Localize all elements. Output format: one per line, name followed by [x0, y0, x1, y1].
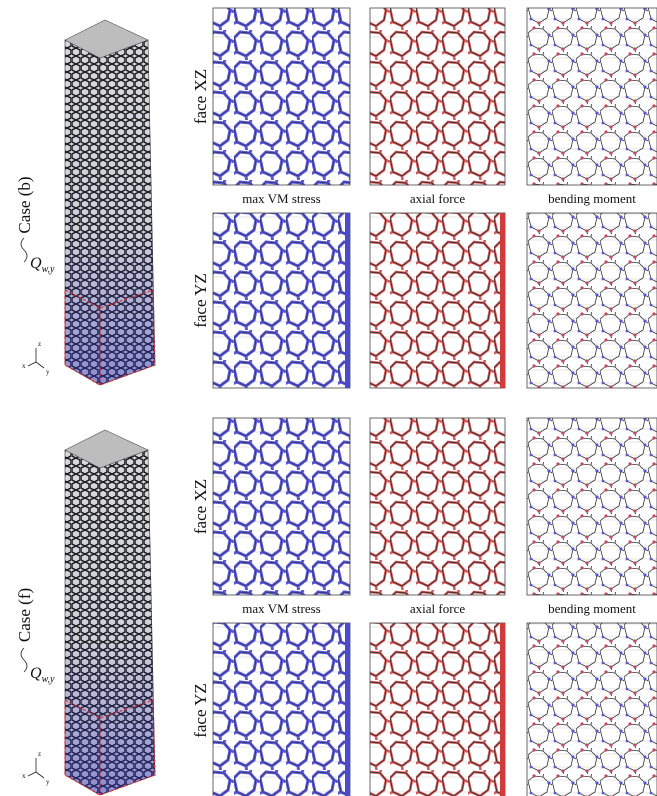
result-panel	[213, 213, 350, 388]
result-panel	[370, 623, 505, 796]
result-panel	[527, 623, 657, 796]
result-panel	[213, 418, 350, 595]
case-group: Case (b) Qw,y z x y face XZ face YZ max VM stre…	[15, 8, 657, 388]
axis-label: z	[38, 340, 41, 348]
axis-line	[36, 362, 44, 368]
result-panel	[527, 8, 657, 185]
axis-label: z	[38, 750, 41, 758]
axis-line	[36, 772, 44, 778]
face-label: face YZ	[191, 273, 210, 328]
case-label: Case (f)	[15, 588, 34, 642]
face-label: face XZ	[191, 479, 210, 534]
axis-line	[28, 362, 36, 366]
axis-label: x	[22, 772, 26, 780]
result-panel	[370, 8, 505, 185]
column-shade	[65, 40, 155, 385]
load-arrow	[21, 238, 27, 262]
figure: Case (b) Qw,y z x y face XZ face YZ max VM stre…	[0, 0, 657, 796]
axis-line	[28, 772, 36, 776]
face-label: face YZ	[191, 683, 210, 738]
result-panel	[370, 418, 505, 595]
quantity-label: bending moment	[548, 191, 636, 206]
case-group: Case (f) Qw,y z x y face XZ face YZ max VM stre…	[15, 418, 657, 796]
axis-label: y	[46, 778, 50, 786]
load-symbol: Q	[30, 665, 42, 682]
axis-label: x	[22, 362, 26, 370]
result-panel	[370, 213, 505, 388]
quantity-label: axial force	[410, 601, 465, 616]
load-subscript: w,y	[42, 264, 55, 275]
column-shade	[65, 450, 155, 795]
load-arrow	[21, 648, 27, 672]
result-panel	[527, 213, 657, 388]
load-subscript: w,y	[42, 674, 55, 685]
quantity-label: bending moment	[548, 601, 636, 616]
axis-label: y	[46, 368, 50, 376]
result-panel	[213, 8, 350, 185]
quantity-label: max VM stress	[242, 601, 320, 616]
quantity-label: max VM stress	[242, 191, 320, 206]
panel-edge	[345, 623, 350, 796]
panel-edge	[345, 213, 350, 388]
panel-edge	[500, 623, 505, 796]
quantity-label: axial force	[410, 191, 465, 206]
load-symbol: Q	[30, 255, 42, 272]
case-label: Case (b)	[15, 176, 34, 233]
panel-edge	[500, 213, 505, 388]
load-label: Qw,y	[30, 255, 55, 275]
result-panel	[213, 623, 350, 796]
load-label: Qw,y	[30, 665, 55, 685]
result-panel	[527, 418, 657, 595]
face-label: face XZ	[191, 69, 210, 124]
